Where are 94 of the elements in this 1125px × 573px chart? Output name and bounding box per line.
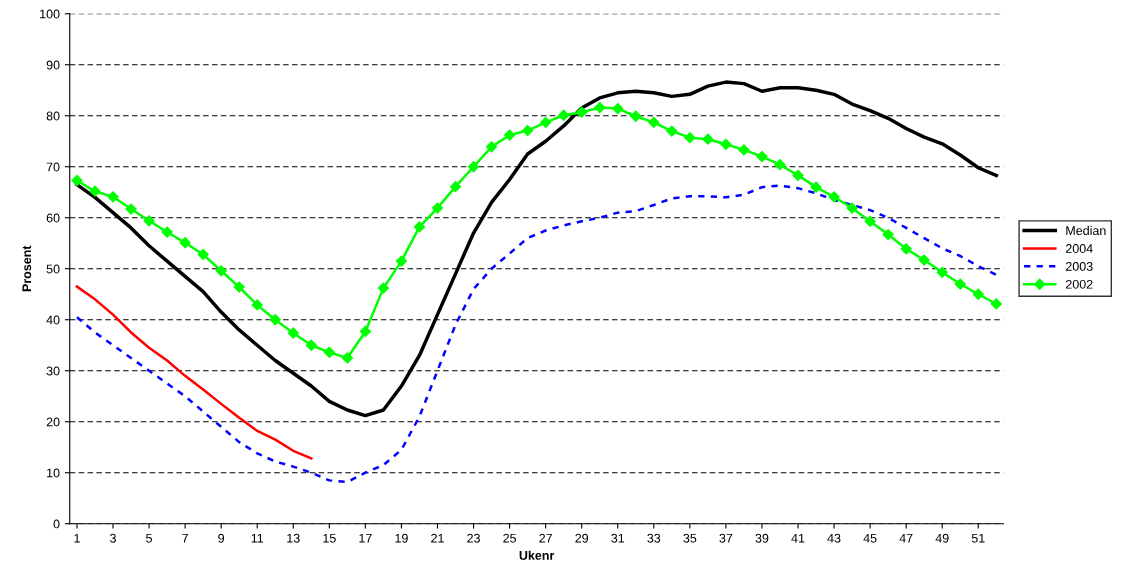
y-tick-label: 10	[47, 468, 60, 478]
x-tick-label: 43	[827, 533, 841, 543]
y-tick-label: 50	[46, 264, 60, 274]
point	[107, 191, 119, 203]
point	[89, 185, 101, 197]
x-tick-label: 35	[683, 533, 697, 543]
y-tick-label: 60	[46, 213, 60, 223]
x-tick-label: 11	[251, 533, 264, 543]
point	[71, 174, 83, 187]
point	[522, 124, 534, 137]
point	[990, 298, 1002, 310]
point	[143, 215, 155, 227]
x-tick-label: 5	[146, 533, 153, 543]
x-tick-label: 23	[467, 533, 480, 543]
point	[756, 150, 768, 163]
point	[738, 144, 750, 156]
point	[413, 221, 426, 233]
point	[377, 282, 390, 294]
point	[918, 254, 930, 266]
y-tick-label: 80	[46, 111, 60, 121]
point	[576, 106, 588, 118]
point	[485, 141, 498, 153]
x-tick-label: 49	[935, 533, 949, 543]
point	[233, 281, 245, 293]
x-tick-label: 31	[611, 533, 625, 543]
point	[215, 265, 227, 277]
x-axis-title: Ukenr	[519, 550, 555, 560]
point	[341, 352, 353, 364]
point	[846, 202, 858, 214]
legend-label: 2004	[1065, 244, 1093, 253]
point	[720, 138, 732, 150]
point	[395, 255, 408, 267]
line-series	[75, 285, 313, 460]
point	[179, 237, 191, 249]
x-tick-label: 19	[395, 533, 408, 543]
point	[287, 327, 299, 339]
point	[882, 228, 894, 241]
point	[864, 215, 876, 227]
point	[197, 248, 209, 261]
x-tick-label: 3	[110, 533, 116, 543]
point	[936, 266, 948, 278]
x-tick-label: 51	[971, 533, 985, 543]
point	[305, 339, 317, 351]
x-tick-label: 29	[575, 533, 589, 543]
x-tick-label: 13	[287, 533, 300, 543]
x-tick-label: 39	[755, 533, 769, 543]
point	[828, 191, 840, 203]
point	[558, 109, 570, 121]
x-tick-label: 7	[182, 533, 188, 543]
point	[648, 116, 660, 128]
x-tick-label: 9	[218, 533, 225, 543]
point	[612, 103, 624, 115]
x-tick-label: 37	[719, 533, 733, 543]
point	[540, 116, 552, 128]
point	[900, 243, 912, 255]
point	[269, 314, 281, 326]
point	[972, 288, 984, 300]
point	[449, 181, 462, 193]
point	[323, 346, 335, 358]
point	[251, 299, 263, 311]
x-tick-label: 15	[323, 533, 336, 543]
point	[666, 125, 678, 137]
y-tick-label: 20	[46, 417, 60, 427]
y-tick-label: 30	[46, 366, 60, 376]
x-tick-label: 25	[503, 533, 517, 543]
y-tick-label: 0	[53, 519, 60, 529]
y-axis-title: Prosent	[22, 245, 32, 292]
point	[954, 278, 966, 290]
point	[702, 133, 714, 145]
legend-label: 2003	[1065, 261, 1093, 271]
x-tick-label: 17	[359, 533, 372, 543]
point	[431, 202, 444, 214]
point	[774, 159, 786, 171]
y-tick-label: 90	[46, 60, 60, 70]
x-tick-label: 1	[74, 533, 80, 543]
point	[630, 110, 642, 122]
x-tick-label: 47	[899, 533, 913, 543]
point	[810, 181, 822, 193]
y-tick-label: 40	[46, 315, 60, 325]
point	[467, 161, 480, 173]
point	[594, 101, 606, 114]
point	[359, 325, 371, 338]
x-tick-label: 45	[863, 533, 877, 543]
y-tick-label: 100	[40, 9, 60, 19]
x-tick-label: 27	[539, 533, 552, 543]
x-tick-label: 33	[647, 533, 661, 543]
y-tick-label: 70	[46, 162, 60, 172]
point	[684, 132, 696, 144]
legend-label: Median	[1066, 225, 1106, 236]
point	[792, 169, 804, 182]
x-tick-label: 41	[791, 533, 805, 543]
point	[503, 129, 516, 141]
x-tick-label: 21	[431, 533, 444, 543]
legend-label: 2002	[1065, 279, 1093, 289]
